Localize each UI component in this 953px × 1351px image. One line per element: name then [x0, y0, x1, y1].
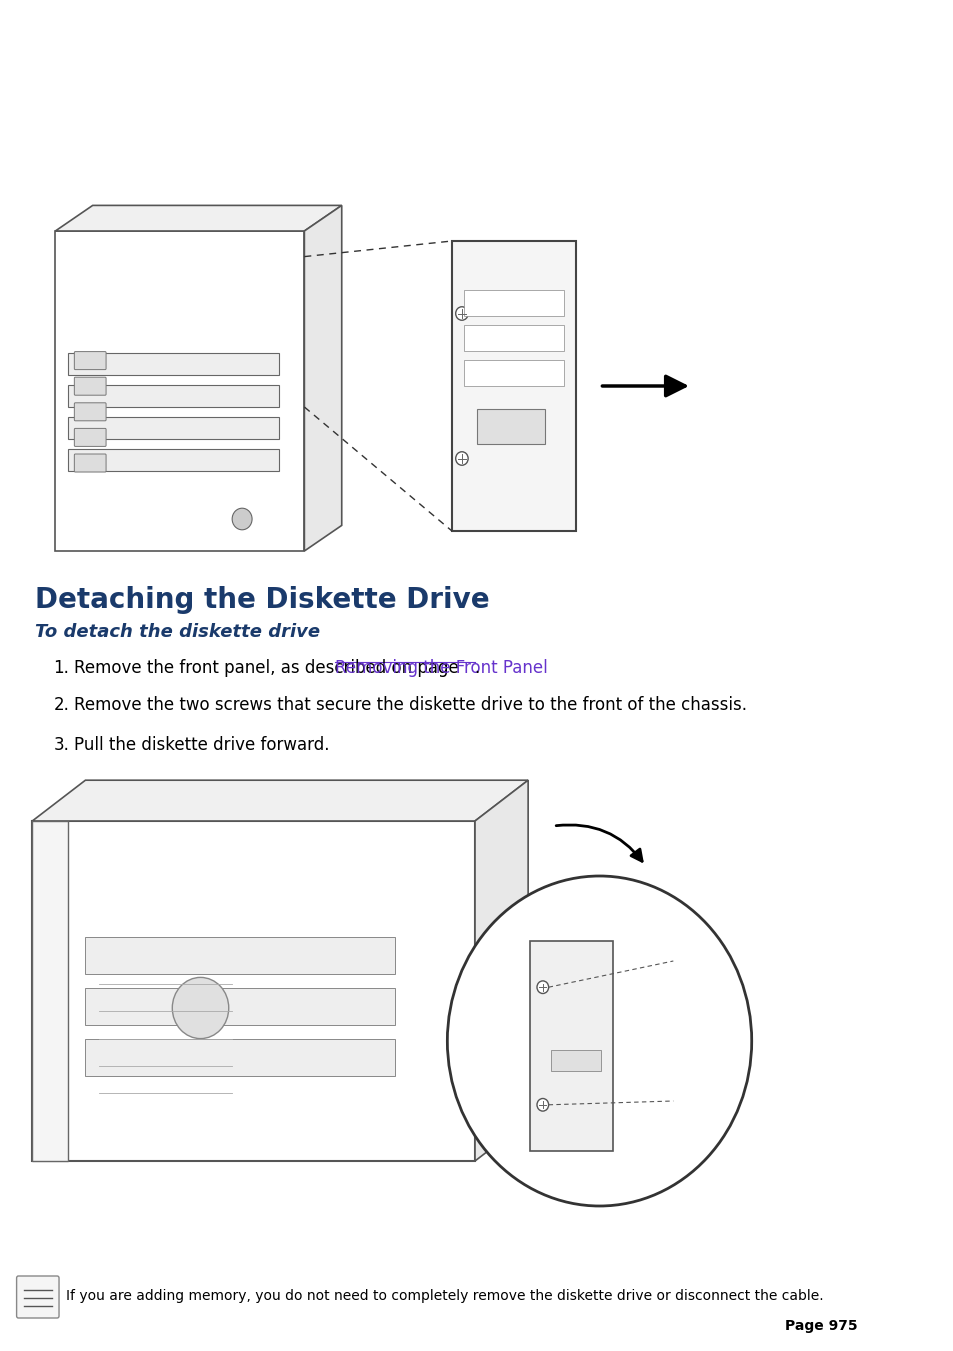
FancyBboxPatch shape [452, 240, 576, 531]
FancyBboxPatch shape [464, 359, 563, 386]
FancyBboxPatch shape [16, 1275, 59, 1319]
FancyBboxPatch shape [74, 428, 106, 446]
Text: Pull the diskette drive forward.: Pull the diskette drive forward. [73, 736, 329, 754]
FancyBboxPatch shape [74, 351, 106, 370]
FancyBboxPatch shape [74, 454, 106, 471]
FancyBboxPatch shape [68, 353, 279, 376]
Text: 3.: 3. [53, 736, 70, 754]
Text: If you are adding memory, you do not need to completely remove the diskette driv: If you are adding memory, you do not nee… [67, 1289, 823, 1302]
Polygon shape [55, 205, 341, 231]
Text: Remove the front panel, as described on page: Remove the front panel, as described on … [73, 659, 463, 677]
FancyBboxPatch shape [32, 821, 68, 1161]
Circle shape [456, 307, 468, 320]
Text: 1.: 1. [53, 659, 70, 677]
Text: .: . [475, 659, 479, 677]
FancyBboxPatch shape [86, 936, 395, 974]
FancyBboxPatch shape [32, 821, 475, 1161]
FancyBboxPatch shape [74, 403, 106, 420]
Polygon shape [32, 780, 528, 821]
Text: Detaching the Diskette Drive: Detaching the Diskette Drive [35, 586, 489, 613]
FancyBboxPatch shape [68, 385, 279, 407]
FancyBboxPatch shape [464, 290, 563, 316]
FancyBboxPatch shape [86, 988, 395, 1025]
Text: Page 975: Page 975 [784, 1319, 857, 1333]
FancyBboxPatch shape [530, 942, 613, 1151]
FancyBboxPatch shape [476, 409, 545, 444]
Text: Remove the two screws that secure the diskette drive to the front of the chassis: Remove the two screws that secure the di… [73, 696, 746, 713]
Circle shape [447, 875, 751, 1206]
FancyBboxPatch shape [68, 449, 279, 471]
FancyBboxPatch shape [74, 377, 106, 396]
FancyBboxPatch shape [86, 1039, 395, 1075]
Polygon shape [304, 205, 341, 551]
Circle shape [456, 451, 468, 465]
Circle shape [537, 1098, 548, 1111]
FancyBboxPatch shape [551, 1050, 600, 1071]
FancyBboxPatch shape [68, 416, 279, 439]
FancyBboxPatch shape [55, 231, 304, 551]
Circle shape [172, 977, 229, 1039]
Text: To detach the diskette drive: To detach the diskette drive [35, 623, 320, 640]
Text: 2.: 2. [53, 696, 70, 713]
Polygon shape [475, 780, 528, 1161]
Circle shape [232, 508, 252, 530]
Circle shape [537, 981, 548, 993]
Text: Removing the Front Panel: Removing the Front Panel [335, 659, 547, 677]
FancyBboxPatch shape [464, 326, 563, 351]
